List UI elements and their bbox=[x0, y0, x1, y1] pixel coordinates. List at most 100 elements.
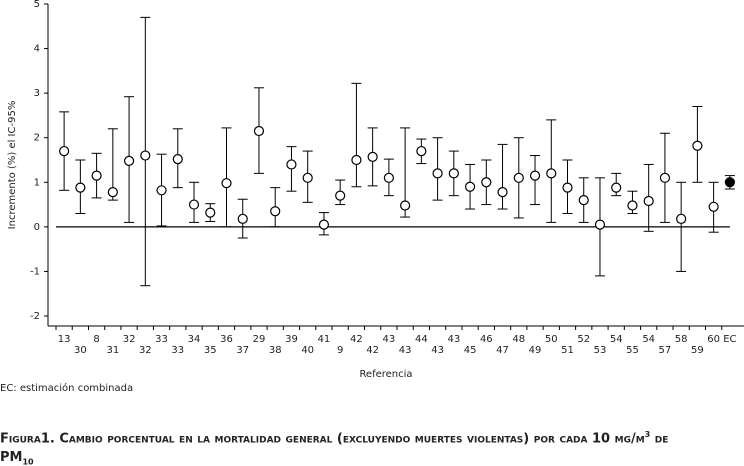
point bbox=[205, 207, 216, 218]
caption-text: Cambio porcentual en la mortalidad gener… bbox=[59, 431, 645, 447]
x-tick-label: EC bbox=[723, 334, 736, 345]
caption-prefix: Figura1. bbox=[0, 431, 55, 447]
point bbox=[692, 140, 703, 151]
y-tick-label: 5 bbox=[34, 0, 40, 10]
x-axis-label: Referencia bbox=[359, 369, 412, 380]
x-tick-label: 33 bbox=[171, 345, 184, 356]
x-tick-label: 42 bbox=[366, 345, 379, 356]
point bbox=[562, 182, 573, 193]
y-tick-label: 1 bbox=[34, 177, 40, 188]
x-tick-label: 34 bbox=[188, 334, 201, 345]
caption-line2: PM10 bbox=[0, 450, 34, 466]
caption-pm: PM bbox=[0, 450, 23, 465]
point bbox=[627, 200, 638, 211]
x-tick-label: 43 bbox=[383, 334, 396, 345]
x-tick-label: 51 bbox=[561, 345, 574, 356]
point bbox=[416, 145, 427, 157]
point bbox=[513, 172, 524, 183]
point bbox=[286, 159, 297, 170]
point bbox=[302, 172, 313, 183]
x-tick-label: 54 bbox=[642, 334, 655, 345]
point bbox=[318, 219, 330, 230]
x-tick-label: 29 bbox=[253, 334, 266, 345]
x-tick-label: 39 bbox=[285, 334, 298, 345]
point bbox=[643, 195, 654, 207]
point bbox=[107, 186, 118, 198]
x-tick-label: 48 bbox=[512, 334, 525, 345]
x-tick-label: 54 bbox=[610, 334, 623, 345]
point bbox=[172, 154, 183, 165]
x-tick-label: 32 bbox=[139, 345, 152, 356]
point bbox=[724, 177, 735, 188]
point bbox=[400, 200, 411, 211]
x-tick-label: 50 bbox=[545, 334, 558, 345]
x-tick-label: 32 bbox=[123, 334, 136, 345]
x-tick-label: 33 bbox=[155, 334, 168, 345]
point bbox=[708, 201, 719, 212]
y-tick-label: 4 bbox=[34, 44, 40, 55]
point bbox=[676, 213, 687, 224]
x-tick-label: 60 bbox=[707, 334, 720, 345]
y-tick-label: 0 bbox=[34, 222, 40, 233]
point bbox=[237, 213, 248, 224]
point bbox=[578, 195, 589, 206]
x-tick-label: 49 bbox=[529, 345, 542, 356]
y-axis-label: Incremento (%) el IC-95% bbox=[7, 101, 18, 230]
x-tick-label: 45 bbox=[464, 345, 477, 356]
caption-tail: de bbox=[654, 431, 669, 447]
x-tick-label: 59 bbox=[691, 345, 704, 356]
x-tick-label: 43 bbox=[431, 345, 444, 356]
point bbox=[91, 170, 102, 181]
y-tick-label: 2 bbox=[34, 133, 40, 144]
chart: Incremento (%) el IC-95% Referencia EC: … bbox=[0, 0, 744, 394]
point bbox=[464, 181, 476, 192]
point bbox=[367, 151, 378, 162]
x-tick-label: 40 bbox=[301, 345, 314, 356]
x-tick-label: 37 bbox=[236, 345, 249, 356]
point bbox=[351, 154, 362, 166]
x-tick-label: 46 bbox=[480, 334, 493, 345]
note: EC: estimación combinada bbox=[0, 382, 133, 394]
x-tick-label: 30 bbox=[74, 345, 87, 356]
caption: Figura1. Cambio porcentual en la mortali… bbox=[0, 430, 668, 446]
point bbox=[75, 182, 86, 193]
caption-sub: 10 bbox=[22, 457, 34, 466]
point bbox=[156, 185, 167, 196]
point bbox=[188, 199, 200, 210]
point bbox=[253, 125, 265, 137]
x-tick-label: 42 bbox=[350, 334, 363, 345]
x-tick-label: 55 bbox=[626, 345, 639, 356]
point bbox=[335, 190, 346, 201]
point bbox=[481, 177, 492, 188]
point bbox=[140, 150, 151, 161]
point bbox=[497, 186, 508, 198]
point bbox=[448, 168, 459, 179]
point bbox=[594, 219, 606, 230]
y-tick-label: -1 bbox=[30, 266, 40, 277]
x-tick-label: 43 bbox=[447, 334, 460, 345]
x-tick-label: 31 bbox=[106, 345, 119, 356]
x-tick-label: 36 bbox=[220, 334, 233, 345]
x-tick-label: 38 bbox=[269, 345, 282, 356]
point bbox=[529, 170, 541, 181]
x-tick-label: 43 bbox=[399, 345, 412, 356]
point bbox=[123, 155, 135, 166]
point bbox=[659, 172, 671, 183]
point bbox=[383, 172, 394, 183]
y-tick-label: 3 bbox=[34, 88, 40, 99]
x-tick-label: 44 bbox=[415, 334, 428, 345]
y-tick-label: -2 bbox=[30, 311, 40, 322]
x-tick-label: 13 bbox=[58, 334, 71, 345]
x-tick-label: 47 bbox=[496, 345, 509, 356]
x-tick-label: 8 bbox=[93, 334, 99, 345]
x-tick-label: 53 bbox=[594, 345, 607, 356]
x-tick-label: 9 bbox=[337, 345, 343, 356]
x-tick-label: 58 bbox=[675, 334, 688, 345]
point bbox=[611, 182, 622, 193]
point bbox=[270, 206, 281, 217]
caption-sup: 3 bbox=[644, 430, 651, 439]
point bbox=[221, 178, 232, 189]
point bbox=[432, 168, 443, 179]
x-tick-label: 52 bbox=[577, 334, 590, 345]
